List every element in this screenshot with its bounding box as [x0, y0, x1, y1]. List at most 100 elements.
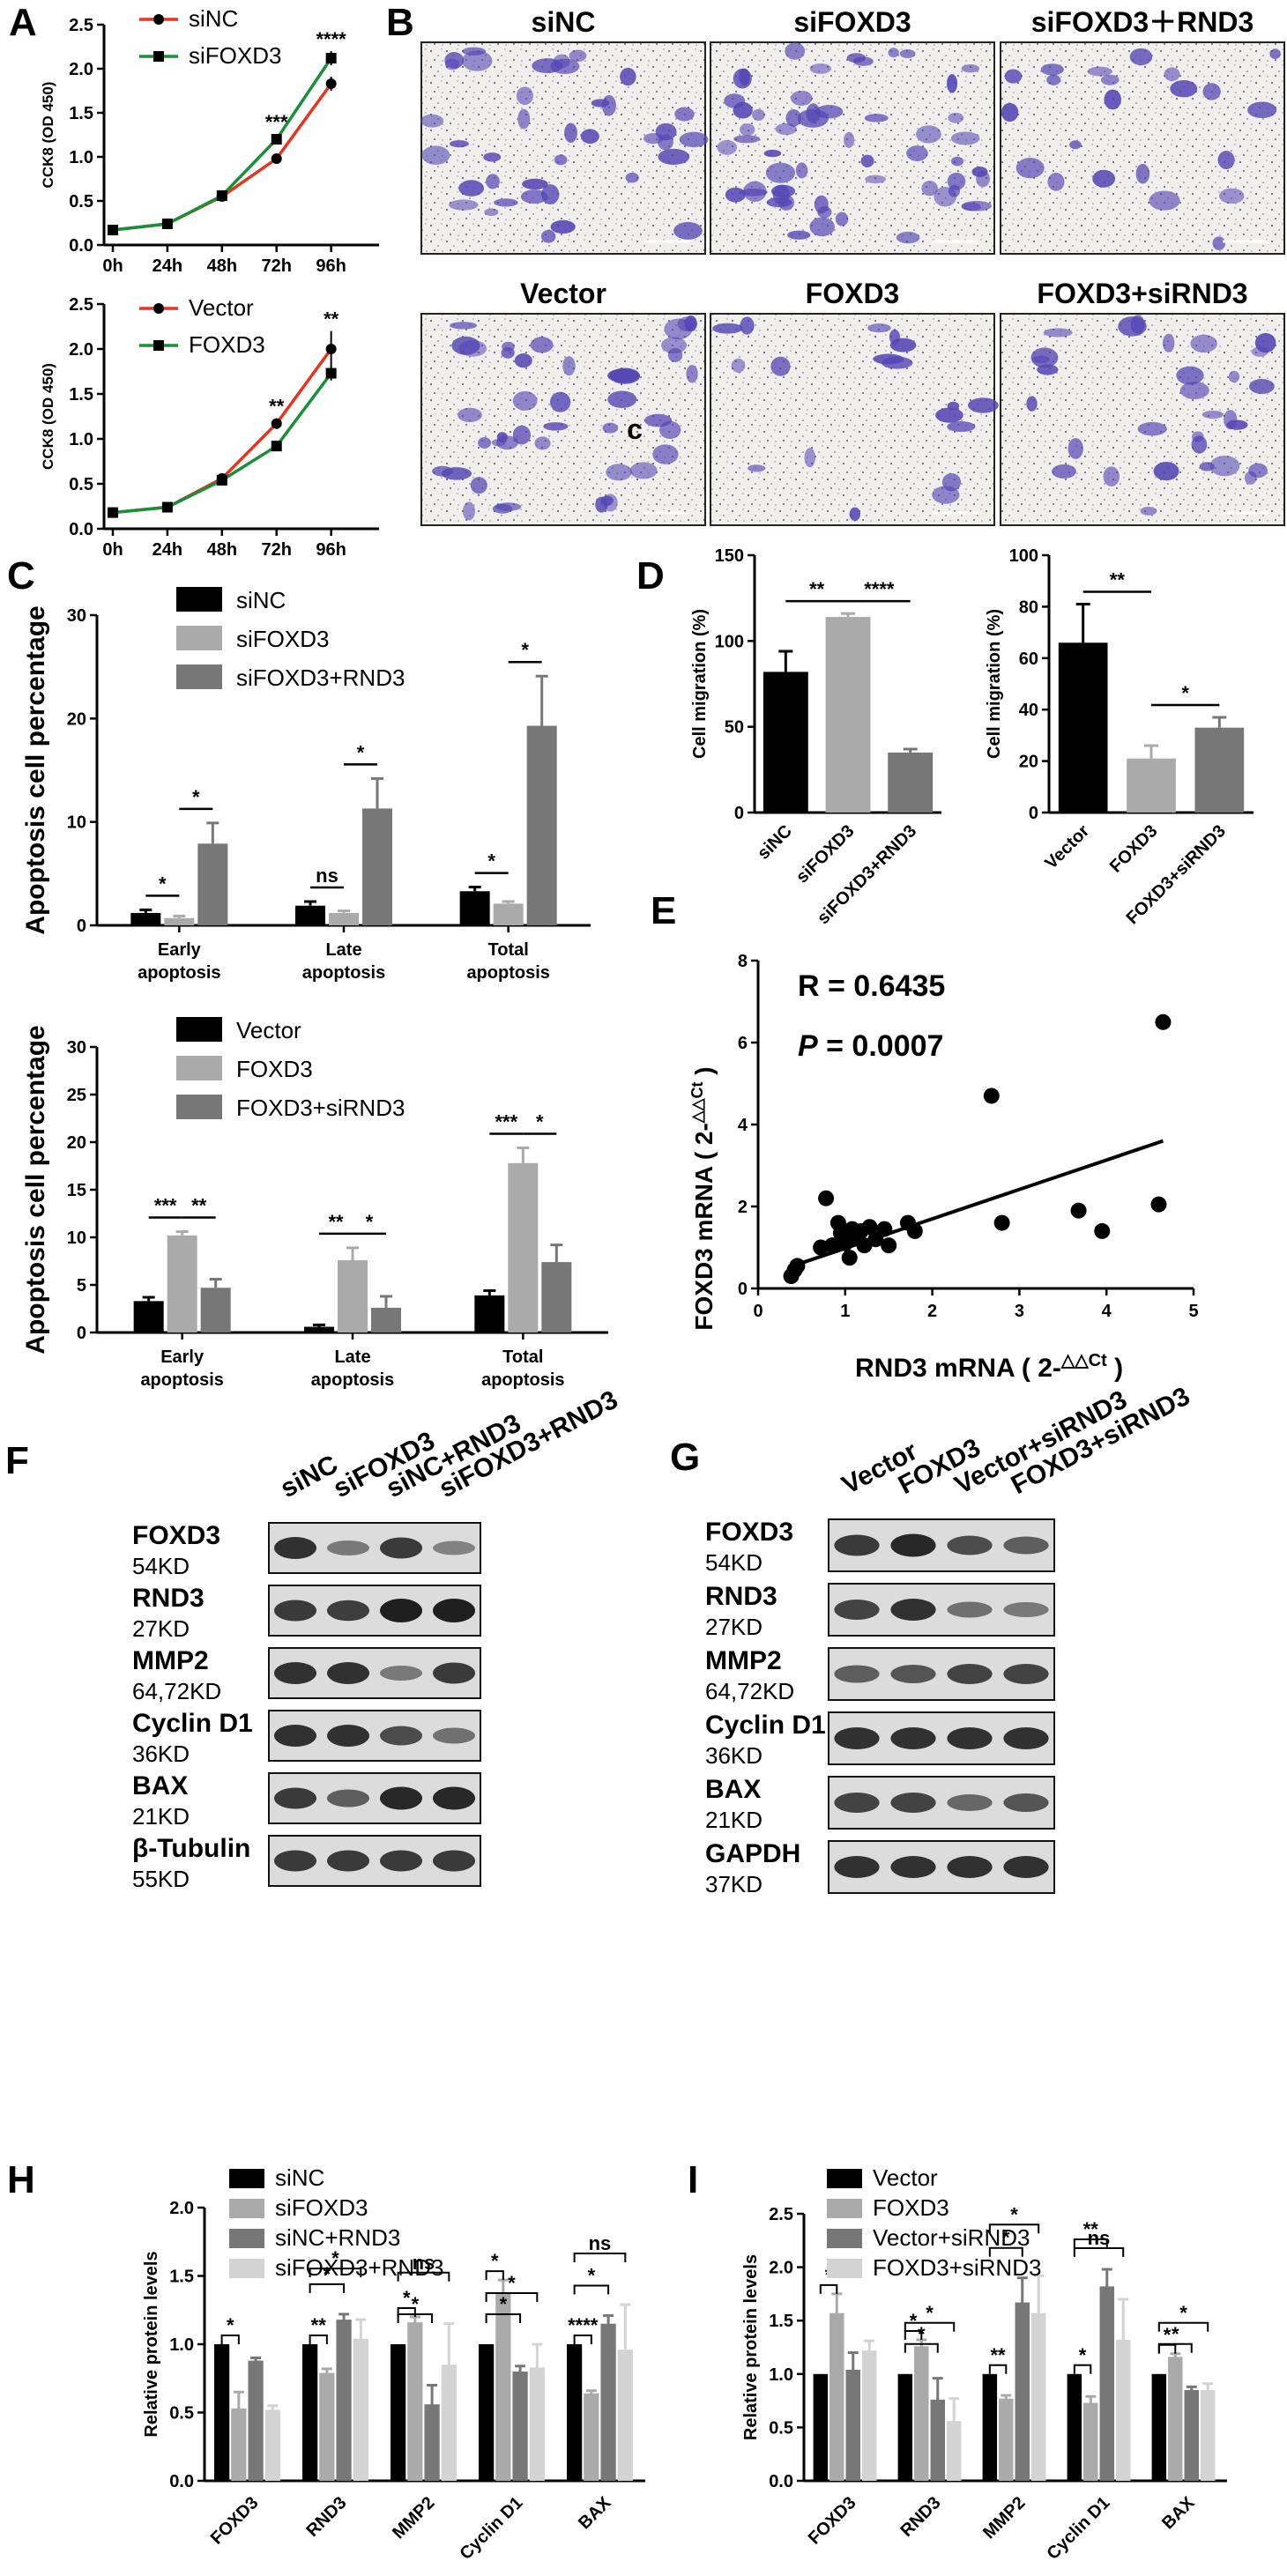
stained-cell-cluster	[1046, 74, 1061, 85]
micrograph-title: siNC	[532, 6, 596, 38]
stained-cell-cluster	[484, 208, 499, 217]
blot-band	[947, 1535, 993, 1555]
stained-cell-cluster	[679, 131, 709, 148]
transwell-micrograph-grid: siNC siFOXD3 siFOXD3＋RND3 Vector FOXD3 FOXD3+…	[420, 6, 1285, 526]
bar-early-apoptosis	[167, 1235, 197, 1333]
blot-band	[433, 1850, 475, 1872]
blot-kd-label: 27KD	[705, 1614, 763, 1640]
scatter-point	[876, 1221, 893, 1237]
y-tick-label: 1.0	[769, 2365, 793, 2385]
stained-cell-cluster	[815, 105, 844, 119]
blot-band	[327, 1662, 369, 1684]
legend-swatch	[176, 1017, 222, 1042]
data-point	[325, 78, 337, 89]
x-tick-label: 0h	[102, 540, 123, 560]
x-tick-label: 0	[753, 1302, 763, 1321]
bar-foxd3	[829, 2312, 844, 2481]
bar-late-apoptosis	[329, 912, 359, 925]
significance-label: *	[521, 639, 529, 661]
stained-cell-cluster	[1164, 67, 1180, 82]
stained-cell-cluster	[432, 465, 453, 477]
stained-cell-cluster	[1217, 151, 1235, 169]
stained-cell-cluster	[1176, 366, 1204, 385]
scatter-point	[906, 1222, 923, 1239]
blot-protein-label: BAX	[705, 1775, 761, 1804]
stained-cell-cluster	[1068, 438, 1083, 459]
legend-swatch	[827, 2229, 862, 2248]
blot-kd-label: 55KD	[132, 1866, 190, 1892]
stained-cell-cluster	[444, 58, 460, 71]
stained-cell-cluster	[731, 358, 746, 373]
scatter-point	[1094, 1222, 1111, 1239]
stained-cell-cluster	[748, 464, 766, 472]
blot-band	[274, 1600, 316, 1622]
y-tick-label: 8	[738, 952, 748, 971]
panel-letter-c: C	[7, 554, 35, 598]
significance-label: *	[926, 2302, 934, 2324]
significance-label: *	[491, 2250, 499, 2272]
bar-late-apoptosis	[295, 905, 325, 925]
stained-cell-cluster	[1015, 158, 1045, 179]
data-point	[271, 134, 282, 145]
x-tick-label: Early	[160, 1347, 205, 1367]
y-axis-label: Apoptosis cell percentage	[21, 1025, 50, 1354]
x-tick-label: RND3	[896, 2493, 944, 2541]
significance-label: **	[311, 2314, 327, 2336]
stained-cell-cluster	[532, 58, 563, 74]
stained-cell-cluster	[725, 187, 746, 203]
stained-cell-cluster	[1103, 466, 1120, 486]
legend-swatch	[176, 1095, 222, 1119]
bar-early-apoptosis	[133, 1301, 164, 1333]
blot-band	[947, 1727, 993, 1749]
stained-cell-cluster	[492, 503, 513, 514]
significance-label: *	[1164, 2324, 1172, 2346]
blot-band	[380, 1850, 422, 1872]
blot-kd-label: 54KD	[705, 1549, 763, 1576]
blot-band	[274, 1725, 316, 1747]
y-axis-label: Cell migration (%)	[690, 609, 710, 759]
blot-band	[834, 1665, 880, 1683]
blot-band	[1003, 1856, 1049, 1878]
stained-cell-cluster	[809, 217, 835, 237]
significance-bracket	[1073, 2238, 1108, 2249]
x-tick-label: 0h	[102, 256, 123, 276]
panel-letter-a: A	[9, 1, 37, 44]
blot-band	[433, 1727, 475, 1744]
blot-protein-label: β-Tubulin	[132, 1834, 250, 1863]
stained-cell-cluster	[733, 135, 761, 144]
bar-early-apoptosis	[200, 1288, 231, 1333]
stained-cell-cluster	[804, 448, 816, 468]
bar-bax	[584, 2393, 599, 2481]
bar-cyclin-d1	[1115, 2340, 1131, 2481]
bar-bax	[600, 2323, 616, 2481]
y-axis-label: CCK8 (OD 450)	[40, 82, 56, 189]
blot-band	[890, 1533, 936, 1557]
stained-cell-cluster	[486, 174, 500, 189]
stained-cell-cluster	[899, 48, 916, 58]
stained-cell-cluster	[520, 189, 548, 204]
stained-cell-cluster	[606, 464, 632, 481]
y-tick-label: 1.5	[69, 385, 93, 405]
significance-bracket	[309, 2283, 346, 2293]
stained-cell-cluster	[540, 229, 556, 243]
stained-cell-cluster	[947, 74, 958, 93]
x-tick-label: FOXD3	[207, 2493, 263, 2549]
significance-bracket	[397, 2271, 450, 2282]
legend-marker	[153, 303, 164, 314]
significance-bracket	[397, 2307, 416, 2317]
significance-label: *	[508, 2272, 516, 2294]
legend-swatch	[176, 1056, 222, 1080]
blot-kd-label: 64,72KD	[705, 1678, 794, 1704]
stained-cell-cluster	[491, 439, 506, 447]
stained-cell-cluster	[971, 167, 988, 177]
bar-total-apoptosis	[493, 903, 524, 925]
x-tick-label: Vector	[1041, 821, 1093, 873]
apoptosis-chart-vector: 0 5 10 15 20 25 30 Early apoptosis Late apoptosis T…	[21, 1017, 608, 1390]
stained-cell-cluster	[740, 316, 755, 335]
bar-rnd3	[353, 2338, 368, 2481]
legend-label: siFOXD3+RND3	[236, 664, 405, 691]
stained-cell-cluster	[501, 346, 515, 359]
y-tick-label: 0	[77, 1324, 86, 1343]
significance-label: *	[357, 741, 365, 763]
